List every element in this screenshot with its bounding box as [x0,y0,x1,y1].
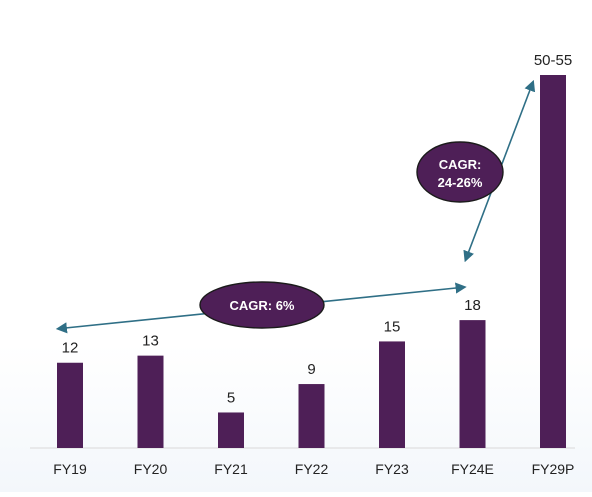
tick-label-fy29p: FY29P [532,461,575,477]
bar-fy21 [218,412,244,448]
tick-label-fy20: FY20 [134,461,168,477]
bar-fy19 [57,362,83,448]
tick-label-fy23: FY23 [375,461,409,477]
value-label-fy23: 15 [384,318,401,335]
cagr-label-2-line-1: CAGR: [439,157,482,172]
bar-fy29p [540,75,566,448]
cagr-bubble-2 [416,141,504,203]
annotations-group: CAGR: 6% CAGR: 24-26% [55,79,536,334]
tick-label-fy24e: FY24E [451,461,494,477]
value-label-fy24e: 18 [464,297,481,314]
tick-label-fy22: FY22 [295,461,329,477]
cagr-label-2-line-2: 24-26% [438,175,483,190]
bar-fy20 [137,355,164,448]
value-label-fy29p: 50-55 [534,52,572,69]
bar-fy23 [379,341,405,448]
bar-fy22 [298,384,325,448]
bars-group: 12 FY19 13 FY20 5 FY21 9 FY22 15 FY23 18 FY24E 50-55… [53,52,574,477]
cagr-label-1: CAGR: 6% [229,298,294,313]
value-label-fy20: 13 [142,333,159,350]
value-label-fy19: 12 [62,340,79,357]
bar-fy24e [459,320,486,448]
tick-label-fy19: FY19 [53,461,87,477]
cagr-bubble-1 [199,281,325,329]
value-label-fy21: 5 [227,389,235,406]
value-label-fy22: 9 [307,361,315,378]
tick-label-fy21: FY21 [214,461,248,477]
